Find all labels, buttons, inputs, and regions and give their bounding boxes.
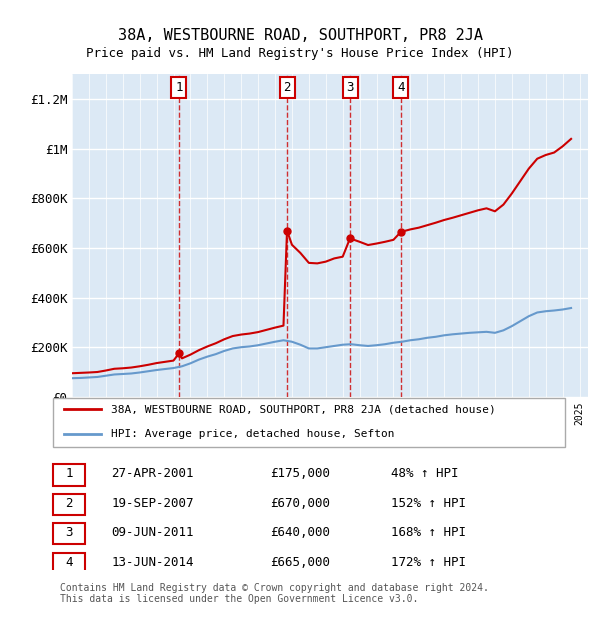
Text: 3: 3 xyxy=(346,81,354,94)
Text: 19-SEP-2007: 19-SEP-2007 xyxy=(112,497,194,510)
Text: 38A, WESTBOURNE ROAD, SOUTHPORT, PR8 2JA (detached house): 38A, WESTBOURNE ROAD, SOUTHPORT, PR8 2JA… xyxy=(112,404,496,414)
Text: 38A, WESTBOURNE ROAD, SOUTHPORT, PR8 2JA: 38A, WESTBOURNE ROAD, SOUTHPORT, PR8 2JA xyxy=(118,28,482,43)
Text: £640,000: £640,000 xyxy=(270,526,330,539)
Text: 4: 4 xyxy=(65,556,73,569)
Text: 09-JUN-2011: 09-JUN-2011 xyxy=(112,526,194,539)
Text: Contains HM Land Registry data © Crown copyright and database right 2024.
This d: Contains HM Land Registry data © Crown c… xyxy=(60,583,489,604)
FancyBboxPatch shape xyxy=(53,553,85,574)
Text: 27-APR-2001: 27-APR-2001 xyxy=(112,467,194,481)
Text: HPI: Average price, detached house, Sefton: HPI: Average price, detached house, Seft… xyxy=(112,429,395,439)
Text: 2: 2 xyxy=(65,497,73,510)
FancyBboxPatch shape xyxy=(53,397,565,446)
Text: £665,000: £665,000 xyxy=(270,556,330,569)
Text: £175,000: £175,000 xyxy=(270,467,330,481)
Text: 172% ↑ HPI: 172% ↑ HPI xyxy=(391,556,466,569)
Text: 4: 4 xyxy=(397,81,404,94)
Text: 1: 1 xyxy=(175,81,182,94)
Text: 48% ↑ HPI: 48% ↑ HPI xyxy=(391,467,459,481)
Text: 1: 1 xyxy=(65,467,73,481)
Text: 2: 2 xyxy=(283,81,291,94)
FancyBboxPatch shape xyxy=(53,523,85,544)
FancyBboxPatch shape xyxy=(53,494,85,515)
Text: 13-JUN-2014: 13-JUN-2014 xyxy=(112,556,194,569)
Text: £670,000: £670,000 xyxy=(270,497,330,510)
Text: 168% ↑ HPI: 168% ↑ HPI xyxy=(391,526,466,539)
Text: 3: 3 xyxy=(65,526,73,539)
Text: Price paid vs. HM Land Registry's House Price Index (HPI): Price paid vs. HM Land Registry's House … xyxy=(86,46,514,60)
FancyBboxPatch shape xyxy=(53,464,85,485)
Text: 152% ↑ HPI: 152% ↑ HPI xyxy=(391,497,466,510)
